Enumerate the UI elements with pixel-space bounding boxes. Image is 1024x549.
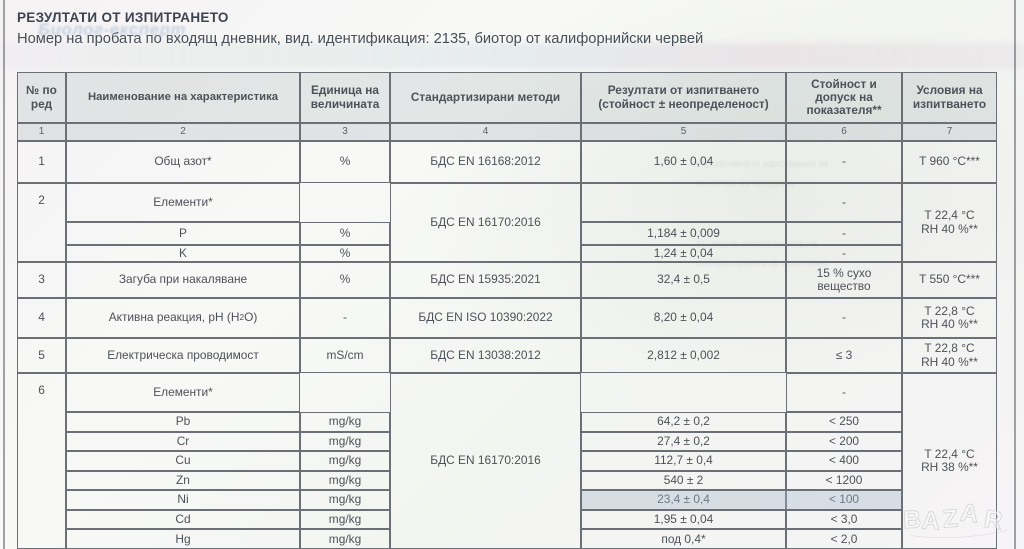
svg-text:A: A bbox=[921, 507, 941, 536]
svg-text:R: R bbox=[982, 505, 1004, 535]
svg-text:A: A bbox=[959, 499, 980, 529]
svg-text:Z: Z bbox=[942, 504, 960, 533]
svg-text:B: B bbox=[903, 505, 922, 534]
